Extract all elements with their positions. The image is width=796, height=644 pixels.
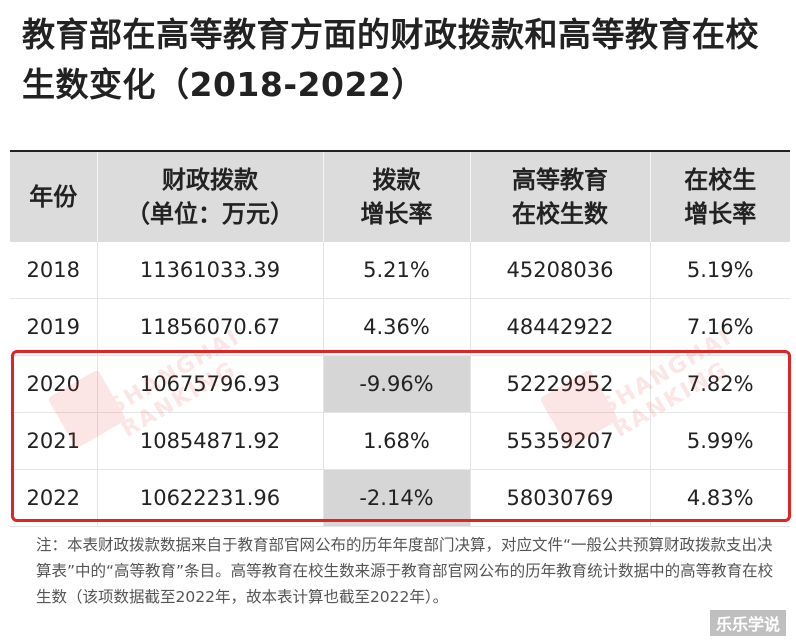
cell-student-growth: 7.16% <box>649 298 790 356</box>
cell-funding: 11856070.67 <box>96 298 323 356</box>
cell-year: 2019 <box>10 298 97 356</box>
header-students-line2: 在校生数 <box>512 200 608 228</box>
table-row: 2018 11361033.39 5.21% 45208036 5.19% <box>10 242 790 299</box>
header-funding-growth: 拨款 增长率 <box>322 150 470 242</box>
cell-student-growth: 7.82% <box>649 355 790 413</box>
cell-students: 45208036 <box>469 242 650 299</box>
header-student-growth-line1: 在校生 <box>684 166 757 194</box>
header-students-line1: 高等教育 <box>512 166 608 194</box>
table-header-row: 年份 财政拨款 （单位：万元） 拨款 增长率 高等教育 在校生数 在校生 增长率 <box>10 150 790 242</box>
header-year: 年份 <box>10 150 97 242</box>
header-funding-line2: （单位：万元） <box>126 200 294 228</box>
cell-year: 2018 <box>10 242 97 299</box>
cell-students: 52229952 <box>469 355 650 413</box>
cell-funding: 10675796.93 <box>96 355 323 413</box>
footnote: 注：本表财政拨款数据来自于教育部官网公布的历年年度部门决算，对应文件“一般公共预… <box>36 536 774 606</box>
cell-students: 48442922 <box>469 298 650 356</box>
cell-students: 55359207 <box>469 412 650 470</box>
cell-funding-growth: -2.14% <box>322 469 470 527</box>
corner-watermark: 乐乐学说 <box>709 610 786 636</box>
header-funding: 财政拨款 （单位：万元） <box>96 150 323 242</box>
cell-funding: 11361033.39 <box>96 242 323 299</box>
cell-student-growth: 5.99% <box>649 412 790 470</box>
cell-year: 2021 <box>10 412 97 470</box>
cell-year: 2022 <box>10 469 97 527</box>
cell-funding-growth: 1.68% <box>322 412 470 470</box>
cell-year: 2020 <box>10 355 97 413</box>
header-funding-growth-line2: 增长率 <box>360 200 433 228</box>
header-funding-line1: 财政拨款 <box>162 166 258 194</box>
page-title: 教育部在高等教育方面的财政拨款和高等教育在校生数变化（2018-2022） <box>22 15 759 104</box>
header-year-label: 年份 <box>29 183 78 211</box>
cell-student-growth: 5.19% <box>649 242 790 299</box>
table-row: 2020 10675796.93 -9.96% 52229952 7.82% <box>10 355 790 413</box>
header-students: 高等教育 在校生数 <box>469 150 650 242</box>
data-table: 年份 财政拨款 （单位：万元） 拨款 增长率 高等教育 在校生数 在校生 增长率… <box>10 150 790 527</box>
table-row: 2021 10854871.92 1.68% 55359207 5.99% <box>10 412 790 470</box>
cell-funding: 10854871.92 <box>96 412 323 470</box>
cell-students: 58030769 <box>469 469 650 527</box>
header-student-growth-line2: 增长率 <box>684 200 757 228</box>
cell-funding: 10622231.96 <box>96 469 323 527</box>
cell-student-growth: 4.83% <box>649 469 790 527</box>
cell-funding-growth: -9.96% <box>322 355 470 413</box>
header-funding-growth-line1: 拨款 <box>372 166 421 194</box>
header-student-growth: 在校生 增长率 <box>649 150 790 242</box>
table-row: 2019 11856070.67 4.36% 48442922 7.16% <box>10 298 790 356</box>
table-row: 2022 10622231.96 -2.14% 58030769 4.83% <box>10 469 790 527</box>
cell-funding-growth: 4.36% <box>322 298 470 356</box>
cell-funding-growth: 5.21% <box>322 242 470 299</box>
